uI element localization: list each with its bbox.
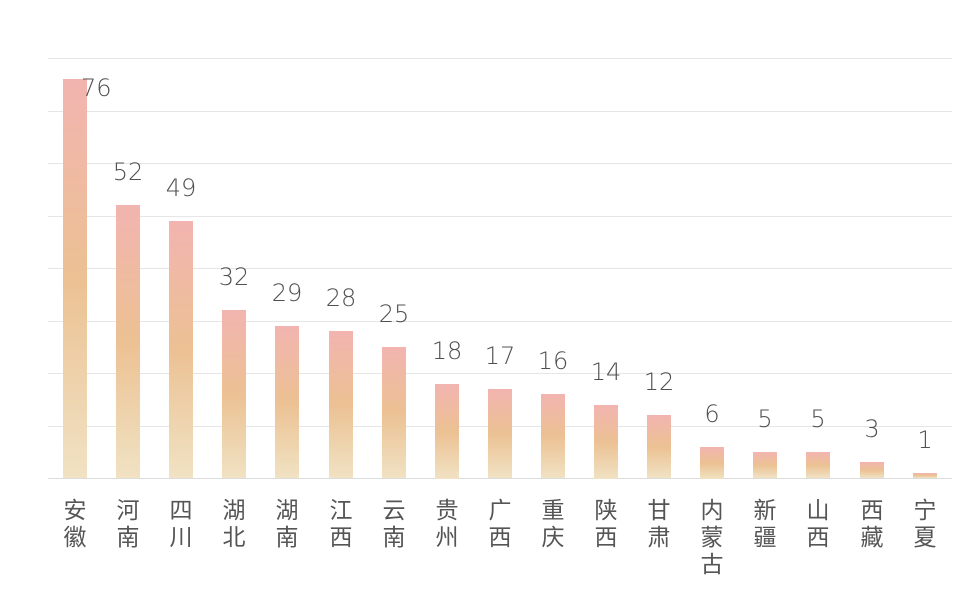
category-label: 贵州 <box>435 498 459 551</box>
category-label: 陕西 <box>594 498 618 551</box>
data-label: 5 <box>757 405 773 433</box>
data-label: 16 <box>537 347 569 375</box>
data-label: 14 <box>590 358 622 386</box>
gridline <box>48 163 952 164</box>
x-axis-baseline <box>48 478 952 479</box>
bar <box>275 326 299 478</box>
bar <box>594 405 618 479</box>
category-label: 重庆 <box>541 498 565 551</box>
category-label: 山西 <box>806 498 830 551</box>
data-label: 5 <box>810 405 826 433</box>
gridline <box>48 268 952 269</box>
category-label: 湖南 <box>275 498 299 551</box>
data-label: 76 <box>81 74 112 102</box>
data-label: 29 <box>271 279 303 307</box>
category-label: 江西 <box>329 498 353 551</box>
data-label: 1 <box>917 426 933 454</box>
data-label: 6 <box>704 400 720 428</box>
data-label: 12 <box>643 368 675 396</box>
category-label: 宁夏 <box>913 498 937 551</box>
bar <box>806 452 830 478</box>
category-label: 云南 <box>382 498 406 551</box>
category-label: 新疆 <box>753 498 777 551</box>
data-label: 25 <box>378 300 410 328</box>
data-label: 18 <box>431 337 463 365</box>
category-label: 内蒙古 <box>700 498 724 578</box>
bar <box>700 447 724 479</box>
gridline <box>48 321 952 322</box>
bar <box>329 331 353 478</box>
category-label: 广西 <box>488 498 512 551</box>
category-label: 湖北 <box>222 498 246 551</box>
data-label: 17 <box>484 342 516 370</box>
gridline <box>48 373 952 374</box>
data-label: 28 <box>325 284 357 312</box>
category-label: 河南 <box>116 498 140 551</box>
category-label: 四川 <box>169 498 193 551</box>
bar <box>222 310 246 478</box>
category-label: 安徽 <box>63 498 87 551</box>
bar <box>488 389 512 478</box>
bar <box>913 473 937 478</box>
bar <box>541 394 565 478</box>
bar <box>647 415 671 478</box>
gridline <box>48 58 952 59</box>
bar <box>382 347 406 478</box>
data-label: 49 <box>165 174 197 202</box>
bar <box>116 205 140 478</box>
category-label: 甘肃 <box>647 498 671 551</box>
category-label: 西藏 <box>860 498 884 551</box>
data-label: 3 <box>864 415 880 443</box>
data-label: 52 <box>112 158 144 186</box>
bar <box>860 462 884 478</box>
data-label: 32 <box>218 263 250 291</box>
bar <box>169 221 193 478</box>
bar <box>435 384 459 479</box>
bar <box>753 452 777 478</box>
gridline <box>48 216 952 217</box>
bar <box>63 79 87 478</box>
gridline <box>48 111 952 112</box>
